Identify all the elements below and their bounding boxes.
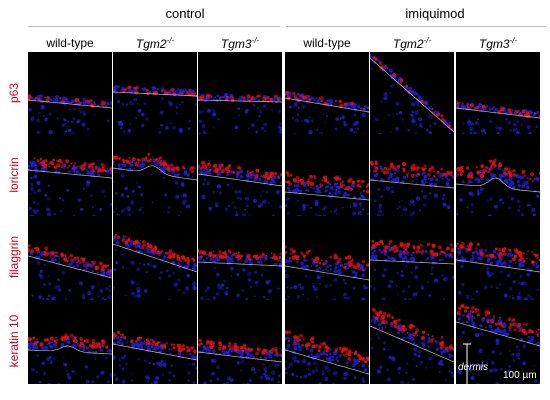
column-header-text: wild-type: [303, 36, 351, 50]
scale-bar: [506, 384, 540, 387]
group-label-control: control: [165, 6, 205, 21]
row-label-keratin-10: keratin 10: [7, 314, 21, 368]
scale-bar-label: 100 µm: [503, 370, 537, 381]
micrograph-loricrin-col-2: [113, 134, 197, 218]
dermis-label: dermis: [458, 362, 489, 373]
genotype-superscript: -/-: [166, 36, 175, 45]
gene-name: Tgm2-/-: [135, 36, 175, 51]
column-header-2: Tgm2-/-: [113, 36, 197, 51]
dermis-bracket: [463, 343, 471, 389]
column-header-text: wild-type: [46, 36, 94, 50]
micrograph-loricrin-col-6: [456, 134, 540, 218]
micrograph-keratin-10-col-4: [285, 300, 369, 384]
micrograph-p63-col-3: [198, 52, 282, 136]
micrograph-loricrin-col-3: [198, 134, 282, 218]
column-header-4: wild-type: [285, 36, 369, 50]
micrograph-filaggrin-col-2: [113, 216, 197, 300]
micrograph-filaggrin-col-4: [285, 216, 369, 300]
gene-name: Tgm3-/-: [220, 36, 260, 51]
micrograph-keratin-10-col-1: [28, 300, 112, 384]
micrograph-filaggrin-col-5: [370, 216, 454, 300]
row-label-loricrin: loricrin: [7, 157, 21, 193]
row-label-filaggrin: filaggrin: [7, 235, 21, 279]
micrograph-loricrin-col-4: [285, 134, 369, 218]
gene-name: Tgm3-/-: [478, 36, 518, 51]
micrograph-keratin-10-col-3: [198, 300, 282, 384]
micrograph-p63-col-6: [456, 52, 540, 136]
column-header-5: Tgm2-/-: [370, 36, 454, 51]
group-label-imiquimod: imiquimod: [405, 6, 465, 21]
column-header-3: Tgm3-/-: [198, 36, 282, 51]
gene-name: Tgm2-/-: [392, 36, 432, 51]
micrograph-filaggrin-col-1: [28, 216, 112, 300]
group-divider-control: [28, 26, 280, 27]
micrograph-p63-col-1: [28, 52, 112, 136]
micrograph-keratin-10-col-6: [456, 300, 540, 384]
micrograph-keratin-10-col-2: [113, 300, 197, 384]
micrograph-filaggrin-col-6: [456, 216, 540, 300]
micrograph-loricrin-col-1: [28, 134, 112, 218]
micrograph-p63-col-4: [285, 52, 369, 136]
micrograph-filaggrin-col-3: [198, 216, 282, 300]
micrograph-keratin-10-col-5: [370, 300, 454, 384]
column-header-1: wild-type: [28, 36, 112, 50]
row-label-p63: p63: [7, 82, 21, 104]
micrograph-p63-col-5: [370, 52, 454, 136]
genotype-superscript: -/-: [509, 36, 518, 45]
micrograph-loricrin-col-5: [370, 134, 454, 218]
genotype-superscript: -/-: [423, 36, 432, 45]
group-divider-imiquimod: [286, 26, 546, 27]
column-header-6: Tgm3-/-: [456, 36, 540, 51]
micrograph-p63-col-2: [113, 52, 197, 136]
genotype-superscript: -/-: [251, 36, 260, 45]
